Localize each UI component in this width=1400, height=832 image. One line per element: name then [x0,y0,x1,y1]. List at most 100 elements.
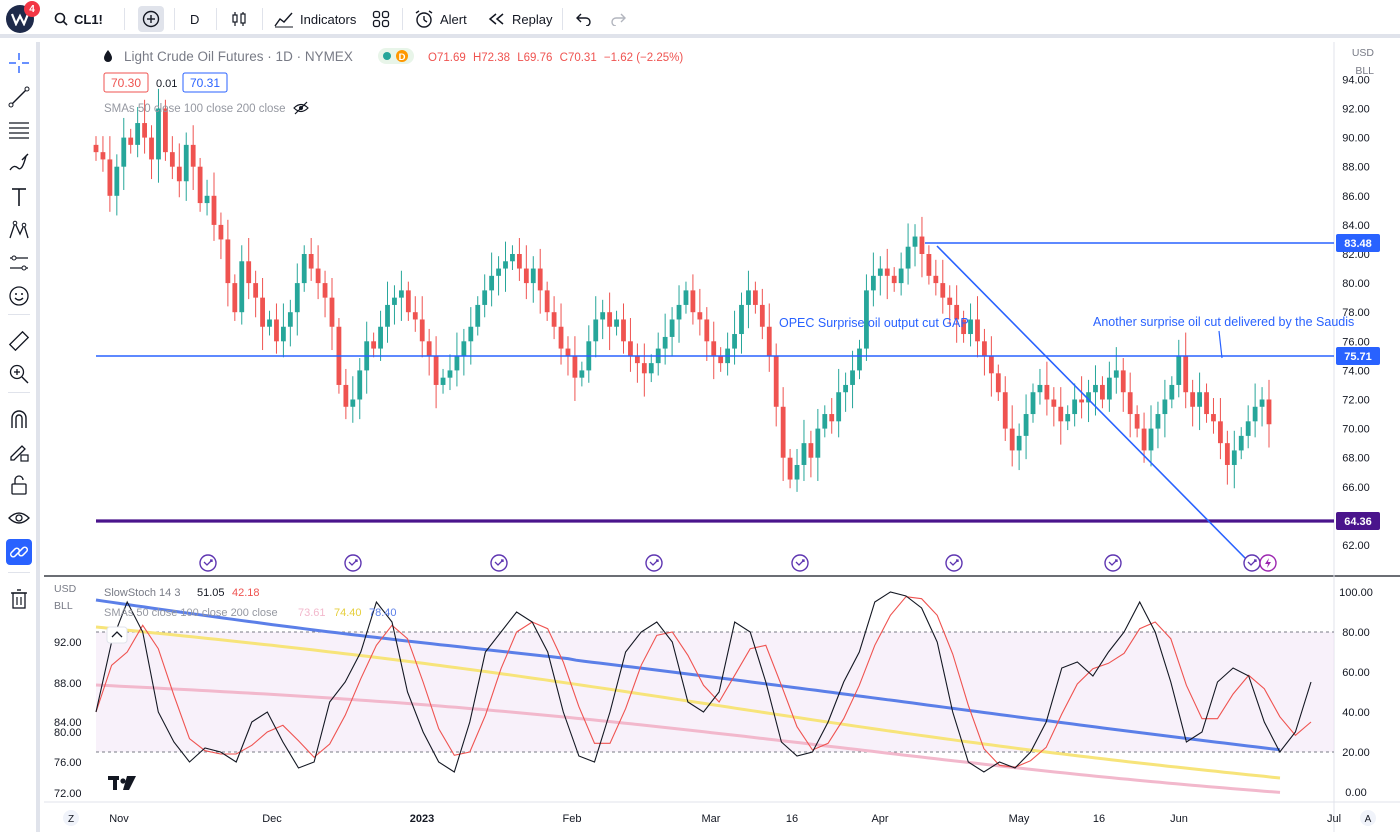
candle-body[interactable] [593,319,599,342]
candle-body[interactable] [898,268,904,284]
candle-body[interactable] [1002,392,1008,429]
economic-event-icon[interactable] [490,554,508,572]
candle-body[interactable] [808,443,814,458]
stay-in-drawing-tool[interactable] [6,439,32,465]
zoom-tool[interactable] [6,361,32,387]
candle-body[interactable] [371,341,377,349]
candle-body[interactable] [232,283,238,313]
candle-body[interactable] [128,137,134,145]
candle-body[interactable] [412,312,418,320]
candle-body[interactable] [683,290,689,305]
candle-body[interactable] [732,334,737,349]
layouts-button[interactable] [372,0,390,38]
stoch-axis[interactable]: 100.00 80.00 60.00 40.00 20.00 0.00 [1339,587,1373,799]
symbol-search[interactable]: CL1! [54,0,103,38]
stoch-k-line[interactable] [95,591,1312,773]
brush-tool[interactable] [6,150,32,176]
candle-body[interactable] [607,312,613,327]
candle-body[interactable] [905,246,911,269]
candle-body[interactable] [1065,414,1071,422]
candle-body[interactable] [1259,399,1265,407]
alert-button[interactable]: Alert [414,0,467,38]
candle-body[interactable] [829,414,835,422]
economic-event-icon[interactable] [199,554,217,572]
candle-body[interactable] [752,290,758,305]
candle-body[interactable] [516,254,522,269]
main-price-pane[interactable]: OPEC Surprise oil output cut GAP Another… [44,42,1400,832]
candle-body[interactable] [496,268,501,276]
candle-body[interactable] [301,254,307,284]
price-tag[interactable] [1336,512,1380,530]
economic-event-icon[interactable] [344,554,362,572]
candlestick-series[interactable] [93,88,1272,492]
chart-type-button[interactable] [230,0,248,38]
candle-body[interactable] [537,268,543,291]
fib-tool[interactable] [6,117,32,143]
candle-body[interactable] [857,348,862,371]
candle-body[interactable] [572,355,578,378]
candle-body[interactable] [891,275,897,284]
candle-body[interactable] [815,428,821,458]
price-tag[interactable] [1336,234,1380,252]
candle-body[interactable] [718,355,724,364]
candle-body[interactable] [766,326,772,356]
candle-body[interactable] [912,236,918,247]
eye-off-icon[interactable] [293,101,309,115]
candle-body[interactable] [343,384,349,407]
candle-body[interactable] [850,370,855,385]
collapse-pane-button[interactable] [106,626,128,644]
event-markers[interactable] [199,554,1277,572]
avatar[interactable]: 4 [6,1,40,33]
candle-body[interactable] [225,239,231,284]
economic-event-icon[interactable] [1243,554,1261,572]
candle-body[interactable] [1120,370,1126,393]
sma-200-line[interactable] [95,683,1281,794]
candle-body[interactable] [1211,414,1216,422]
candle-body[interactable] [919,236,925,254]
candle-body[interactable] [1106,377,1112,400]
economic-event-icon[interactable] [791,554,809,572]
candle-body[interactable] [315,268,321,284]
auto-scale-button[interactable]: A [1360,810,1376,826]
candle-body[interactable] [503,261,508,269]
candle-body[interactable] [1224,443,1230,465]
candle-body[interactable] [169,152,175,167]
candle-body[interactable] [690,290,696,313]
candle-body[interactable] [551,312,557,327]
candle-body[interactable] [801,443,807,465]
icons-tool[interactable] [6,283,32,309]
candle-body[interactable] [780,406,786,458]
candle-body[interactable] [1190,392,1196,407]
candle-body[interactable] [884,268,890,276]
price-axis[interactable]: USD BLL 94.0092.0090.0088.0086.0084.0082… [1336,47,1380,552]
candle-body[interactable] [982,341,987,356]
candle-body[interactable] [440,377,446,385]
candle-body[interactable] [357,370,363,400]
economic-event-icon[interactable] [645,554,663,572]
candle-body[interactable] [746,290,751,305]
candle-body[interactable] [1127,392,1133,415]
candle-body[interactable] [121,137,127,167]
candle-body[interactable] [156,108,161,160]
candle-body[interactable] [544,290,550,313]
price-tag[interactable] [1336,347,1380,365]
candle-body[interactable] [405,290,411,313]
chart-canvas[interactable]: OPEC Surprise oil output cut GAP Another… [44,42,1400,832]
candle-body[interactable] [1231,450,1237,465]
downtrend-line[interactable] [936,245,1251,564]
candle-body[interactable] [1086,392,1091,403]
candle-body[interactable] [1100,384,1105,400]
candle-body[interactable] [426,341,432,356]
candle-body[interactable] [1252,406,1258,422]
lock-drawings-tool[interactable] [6,472,32,498]
candle-body[interactable] [787,457,793,480]
candle-body[interactable] [794,464,800,480]
candle-body[interactable] [1141,428,1147,451]
candle-body[interactable] [482,290,488,305]
timezone-button[interactable]: Z [63,810,79,826]
candle-body[interactable] [641,363,647,374]
candle-body[interactable] [489,275,495,291]
crosshair-tool[interactable] [6,50,32,76]
candle-body[interactable] [281,326,286,342]
